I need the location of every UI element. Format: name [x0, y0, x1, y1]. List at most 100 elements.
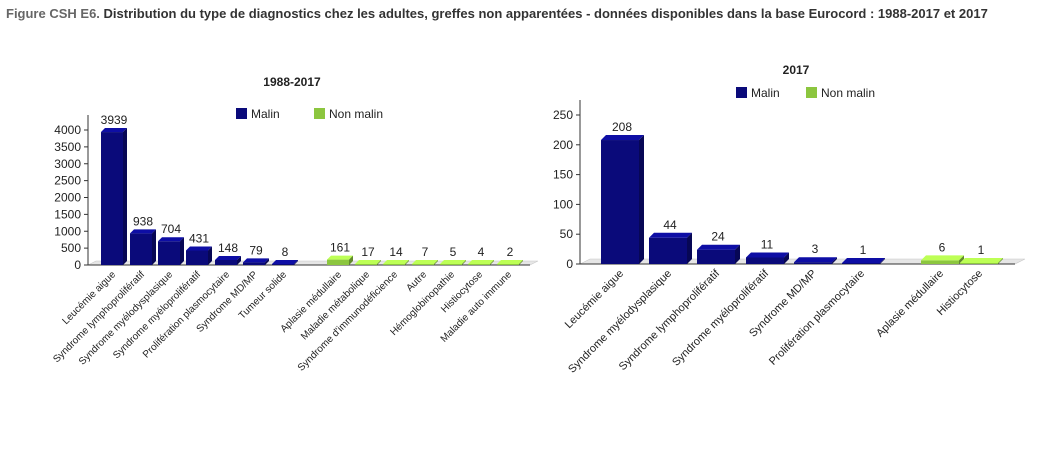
- bar-side: [294, 260, 298, 265]
- bar-top: [468, 260, 494, 264]
- bar-front: [697, 249, 735, 264]
- bar-side: [519, 260, 523, 265]
- bar-top: [215, 256, 241, 261]
- bar: [497, 260, 523, 265]
- bar: [842, 258, 885, 264]
- bar-top: [243, 258, 269, 263]
- data-label: 1: [978, 243, 985, 257]
- bar-side: [639, 135, 644, 264]
- bar-top: [649, 232, 692, 238]
- data-label: 148: [218, 241, 238, 255]
- bar-front: [960, 263, 998, 264]
- bar-side: [349, 255, 353, 265]
- bar-front: [921, 260, 959, 264]
- figure-label: Figure CSH E6.: [6, 6, 100, 21]
- bar-front: [327, 259, 349, 265]
- data-label: 5: [450, 245, 457, 259]
- data-label: 208: [612, 120, 632, 134]
- y-tick-label: 1000: [54, 224, 81, 238]
- data-label: 6: [939, 240, 946, 254]
- legend-label: Non malin: [821, 86, 875, 100]
- y-tick-label: 150: [553, 168, 573, 182]
- bar-top: [355, 260, 381, 264]
- bar: [327, 255, 353, 265]
- bar: [697, 244, 740, 264]
- bar-top: [101, 128, 127, 133]
- bar-front: [243, 262, 265, 265]
- y-tick-label: 100: [553, 197, 573, 211]
- bar-side: [687, 232, 692, 264]
- legend-item: Malin: [236, 107, 280, 121]
- bar: [215, 256, 241, 265]
- bar-front: [215, 260, 237, 265]
- y-tick-label: 1500: [54, 207, 81, 221]
- data-label: 24: [711, 230, 725, 244]
- bar-front: [130, 233, 152, 265]
- figure-title: Figure CSH E6. Distribution du type de d…: [6, 5, 1036, 22]
- bar: [468, 260, 494, 265]
- bar-front: [412, 264, 434, 265]
- bar-side: [998, 258, 1003, 264]
- data-label: 14: [389, 245, 403, 259]
- bar-top: [960, 258, 1003, 263]
- bar: [746, 252, 789, 264]
- legend-label: Non malin: [329, 107, 383, 121]
- bar-side: [784, 252, 789, 264]
- bar-front: [842, 263, 880, 264]
- legend-swatch: [314, 108, 325, 119]
- data-label: 704: [161, 222, 181, 236]
- bar-top: [697, 244, 740, 250]
- data-label: 431: [189, 231, 209, 245]
- bar-front: [497, 264, 519, 265]
- bar-side: [405, 260, 409, 265]
- bar-front: [272, 264, 294, 265]
- bar: [960, 258, 1003, 264]
- y-tick-label: 3000: [54, 157, 81, 171]
- data-label: 938: [133, 214, 153, 228]
- bar: [158, 237, 184, 265]
- bar-side: [208, 246, 212, 265]
- legend-swatch: [236, 108, 247, 119]
- legend-label: Malin: [251, 107, 280, 121]
- category-label: Aplasie médullaire: [874, 268, 946, 340]
- bar-side: [434, 260, 438, 265]
- bar-top: [130, 229, 156, 234]
- data-label: 11: [761, 237, 774, 251]
- category-label: Syndrome lymphoprolifératif: [617, 267, 723, 373]
- bar-side: [377, 260, 381, 265]
- bar-front: [101, 132, 123, 265]
- bar-side: [180, 237, 184, 265]
- bar-side: [735, 244, 740, 264]
- category-label: Prolifération plasmocytaire: [767, 268, 867, 368]
- bar: [383, 260, 409, 265]
- bar: [412, 260, 438, 265]
- bar-front: [468, 264, 490, 265]
- bar: [921, 255, 964, 264]
- chart-title: 2017: [783, 63, 810, 77]
- bar-top: [158, 237, 184, 242]
- bar-side: [880, 258, 885, 264]
- bar-front: [440, 264, 462, 265]
- bar-top: [842, 258, 885, 263]
- bar-side: [832, 257, 837, 264]
- bar-side: [152, 229, 156, 265]
- bar-front: [383, 264, 405, 265]
- y-tick-label: 4000: [54, 123, 81, 137]
- data-label: 8: [282, 245, 289, 259]
- y-tick-label: 50: [560, 227, 574, 241]
- bar: [243, 258, 269, 265]
- bar: [601, 135, 644, 264]
- y-tick-label: 500: [61, 241, 81, 255]
- data-label: 1: [860, 243, 867, 257]
- bar-top: [272, 260, 298, 264]
- bar-top: [412, 260, 438, 264]
- category-label: Autre: [404, 269, 429, 294]
- bar-top: [497, 260, 523, 264]
- bar-front: [158, 241, 180, 265]
- bar-top: [383, 260, 409, 264]
- y-tick-label: 3500: [54, 140, 81, 154]
- figure-title-text: Distribution du type de diagnostics chez…: [103, 6, 988, 21]
- y-tick-label: 2500: [54, 174, 81, 188]
